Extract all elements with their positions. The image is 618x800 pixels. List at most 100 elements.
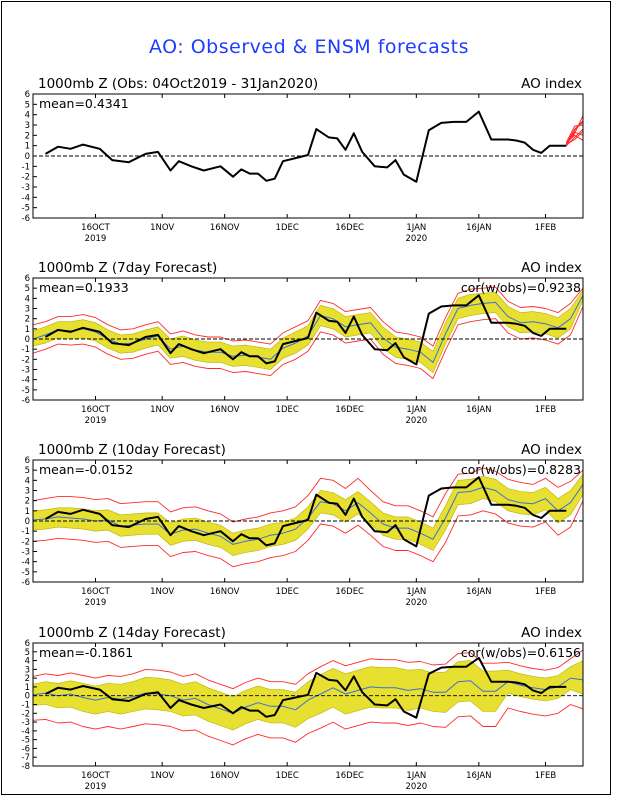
x-tick-label: 1NOV [150,405,174,415]
x-tick-label: 1FEB [535,223,557,233]
y-tick-label: -4 [22,727,30,737]
y-tick-label: 5 [25,100,30,110]
ensemble-member-line-7 [565,134,583,143]
x-tick-label: 16OCT [81,405,110,415]
ensemble-range-lower-line [33,704,583,746]
y-tick-label: -3 [22,366,30,376]
y-tick-label: 3 [25,305,30,315]
y-tick-label: -1 [22,345,30,355]
x-tick-label: 16NOV [210,587,240,597]
y-tick-label: 1 [25,507,30,517]
x-year-label: 2020 [406,782,428,792]
y-tick-label: 0 [25,692,30,702]
y-tick-label: -2 [22,173,30,183]
y-tick-label: -2 [22,709,30,719]
x-tick-label: 1FEB [535,587,557,597]
y-tick-label: -5 [22,568,30,578]
x-year-label: 2020 [406,598,428,608]
y-tick-label: 1 [25,325,30,335]
x-year-label: 2019 [85,416,107,426]
correlation-label: cor(w/obs)=0.9238 [461,280,581,295]
x-tick-label: 16OCT [81,771,110,781]
y-tick-label: 3 [25,487,30,497]
figure-frame [1,1,611,795]
y-tick-label: -3 [22,548,30,558]
panel-title: 1000mb Z (Obs: 04Oct2019 - 31Jan2020) [38,76,318,92]
index-label: AO index [521,76,582,92]
y-tick-label: -5 [22,204,30,214]
y-tick-label: 1 [25,142,30,152]
y-tick-label: -6 [22,578,30,588]
y-tick-label: -1 [22,527,30,537]
panel-1-plot-area [33,110,583,183]
x-year-label: 2019 [85,782,107,792]
y-tick-label: -2 [22,537,30,547]
x-tick-label: 1JAN [406,223,426,233]
y-tick-label: -4 [22,376,30,386]
y-tick-label: -7 [22,753,30,763]
panel-title: 1000mb Z (7day Forecast) [38,260,217,276]
ensemble-member-line-8 [565,121,583,146]
ensemble-spread-band [33,473,583,556]
ensemble-range-upper-line [33,649,583,690]
y-tick-label: 0 [25,517,30,527]
x-year-label: 2019 [85,234,107,244]
ensemble-mean-line [33,677,583,714]
y-tick-label: -4 [22,558,30,568]
ensemble-member-line-1 [565,119,583,144]
x-tick-label: 1JAN [406,587,426,597]
x-tick-label: 16JAN [466,771,491,781]
observed-line [45,110,567,183]
x-tick-label: 16NOV [210,405,240,415]
panel-3-plot-area [33,467,583,568]
y-tick-label: 5 [25,284,30,294]
y-tick-label: 4 [25,111,30,121]
y-tick-label: -6 [22,396,30,406]
y-tick-label: 2 [25,674,30,684]
panel-title: 1000mb Z (14day Forecast) [38,625,226,641]
x-tick-label: 1NOV [150,771,174,781]
x-tick-label: 1NOV [150,223,174,233]
y-tick-label: -3 [22,183,30,193]
y-tick-label: -2 [22,355,30,365]
y-tick-label: -1 [22,701,30,711]
y-tick-label: 3 [25,121,30,131]
mean-label: mean=0.1933 [39,280,129,295]
panel-4-plot-area [33,649,583,746]
ensemble-member-line-5 [565,131,583,144]
y-tick-label: 5 [25,466,30,476]
observed-line [45,476,567,548]
x-tick-label: 1DEC [276,405,299,415]
y-tick-label: -1 [22,162,30,172]
x-tick-label: 1FEB [535,405,557,415]
y-tick-label: 2 [25,315,30,325]
y-tick-label: 4 [25,476,30,486]
index-label: AO index [521,625,582,641]
x-tick-label: 1JAN [406,771,426,781]
x-tick-label: 16NOV [210,771,240,781]
correlation-label: cor(w/obs)=0.8283 [461,462,581,477]
y-tick-label: -8 [22,762,30,772]
ensemble-range-lower-line [33,306,583,380]
ensemble-range-upper-line [33,467,583,523]
ensemble-range-upper-line [33,286,583,347]
y-tick-label: 2 [25,497,30,507]
x-tick-label: 1DEC [276,587,299,597]
x-tick-label: 1DEC [276,223,299,233]
y-tick-label: 6 [25,456,30,466]
x-year-label: 2019 [85,598,107,608]
y-tick-label: -4 [22,193,30,203]
x-tick-label: 1FEB [535,771,557,781]
ensemble-range-lower-line [33,500,583,568]
y-tick-label: -3 [22,718,30,728]
x-tick-label: 16JAN [466,223,491,233]
x-tick-label: 16DEC [335,771,364,781]
main-title: AO: Observed & ENSM forecasts [149,36,469,58]
x-tick-label: 16NOV [210,223,240,233]
ensemble-member-line-3 [565,124,583,143]
index-label: AO index [521,260,582,276]
correlation-label: cor(w/obs)=0.6156 [461,645,581,660]
y-tick-label: 0 [25,152,30,162]
